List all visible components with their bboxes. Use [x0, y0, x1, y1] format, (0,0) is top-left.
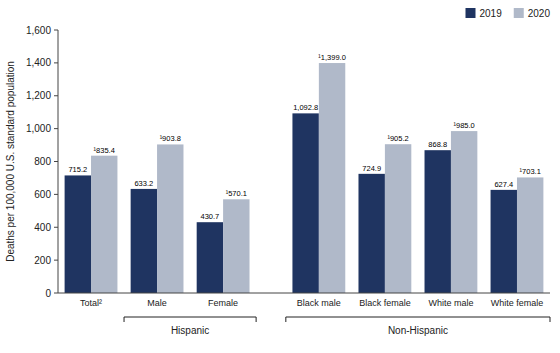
data-label: 868.8 — [428, 140, 447, 149]
legend-label: 2019 — [480, 8, 503, 19]
y-tick — [54, 62, 58, 63]
y-tick-label: 1,000 — [26, 123, 51, 134]
x-axis-line — [58, 293, 550, 294]
bar — [91, 156, 117, 293]
y-tick-label: 1,200 — [26, 90, 51, 101]
data-labels: 715.2 633.2 430.7 1,092.8 724.9 868.8 627.4 ¹83… — [68, 53, 540, 221]
data-label: ¹570.1 — [226, 189, 247, 198]
data-label: ¹703.1 — [520, 167, 541, 176]
y-tick — [54, 194, 58, 195]
bar — [223, 199, 249, 293]
y-tick-label: 400 — [34, 222, 51, 233]
bar — [517, 177, 543, 293]
x-axis: Total² Male Female Black male Black female Wh… — [80, 298, 543, 308]
legend-label: 2020 — [528, 8, 551, 19]
bars — [65, 63, 544, 293]
data-label: ¹903.8 — [160, 134, 181, 143]
y-tick — [54, 161, 58, 162]
x-tick-label: White male — [428, 298, 473, 308]
bar — [319, 63, 345, 293]
chart: 0 200 400 600 800 1,000 1,200 1,400 1,600 Deaths … — [0, 0, 560, 353]
x-tick-label: White female — [491, 298, 544, 308]
data-label: ¹985.0 — [454, 121, 475, 130]
data-label: 724.9 — [362, 164, 381, 173]
y-tick — [54, 30, 58, 31]
legend-swatch — [466, 8, 476, 18]
x-tick-label: Black female — [359, 298, 411, 308]
group-label: Non-Hispanic — [388, 325, 448, 336]
data-label: 1,092.8 — [293, 103, 318, 112]
data-label: ¹1,399.0 — [318, 53, 346, 62]
bar — [65, 175, 91, 293]
x-tick-label: Male — [147, 298, 167, 308]
bar — [491, 190, 517, 293]
y-tick — [54, 293, 58, 294]
bar — [451, 131, 477, 293]
y-tick-label: 1,400 — [26, 57, 51, 68]
y-tick-label: 600 — [34, 189, 51, 200]
bar — [385, 144, 411, 293]
data-label: 633.2 — [134, 179, 153, 188]
y-tick-label: 0 — [45, 288, 51, 299]
legend-swatch — [514, 8, 524, 18]
y-tick-label: 800 — [34, 156, 51, 167]
x-tick-label: Female — [208, 298, 238, 308]
bar — [157, 144, 183, 293]
y-tick — [54, 260, 58, 261]
data-label: ¹835.4 — [94, 146, 115, 155]
y-tick-label: 200 — [34, 255, 51, 266]
bar — [292, 113, 318, 293]
y-tick — [54, 95, 58, 96]
bar — [197, 222, 223, 293]
y-tick — [54, 128, 58, 129]
data-label: ¹905.2 — [387, 134, 408, 143]
group-label: Hispanic — [171, 325, 209, 336]
y-tick-label: 1,600 — [26, 25, 51, 36]
group-brackets: Hispanic Non-Hispanic — [124, 317, 550, 336]
y-tick — [54, 227, 58, 228]
bar — [425, 150, 451, 293]
y-axis: 0 200 400 600 800 1,000 1,200 1,400 1,600 — [26, 25, 58, 299]
data-label: 430.7 — [201, 212, 220, 221]
data-label: 715.2 — [68, 165, 87, 174]
x-tick-label: Black male — [297, 298, 341, 308]
data-label: 627.4 — [494, 180, 513, 189]
x-tick-label: Total² — [80, 298, 102, 308]
bar — [358, 174, 384, 293]
legend: 2019 2020 — [466, 8, 551, 19]
group-bracket — [286, 317, 550, 322]
y-axis-label: Deaths per 100,000 U.S. standard populat… — [5, 61, 16, 262]
group-bracket — [124, 317, 256, 322]
bar — [131, 189, 157, 293]
